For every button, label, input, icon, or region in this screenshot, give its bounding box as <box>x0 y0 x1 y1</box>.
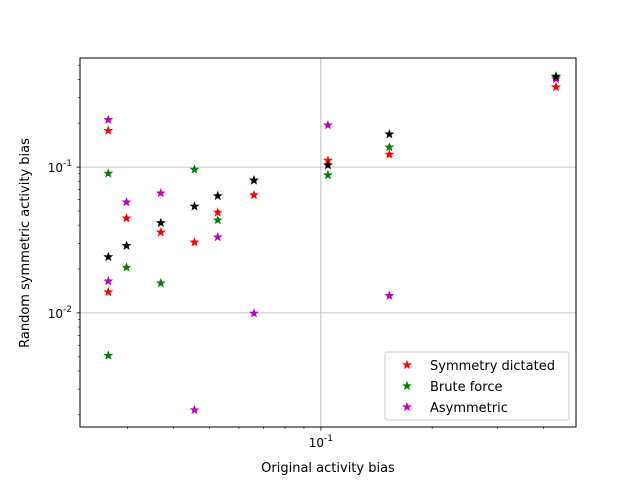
data-point-brute-force <box>103 350 114 360</box>
data-point-symmetry-dictated <box>384 149 395 159</box>
data-point-asymmetric <box>323 119 333 130</box>
data-point-asymmetric <box>384 290 395 300</box>
data-points <box>103 71 561 415</box>
y-tick-label: 10-1 <box>48 159 72 175</box>
data-point-symmetry-dictated <box>189 237 200 247</box>
legend-box <box>384 351 570 421</box>
y-axis-label: Random symmetric activity bias <box>18 138 33 348</box>
data-point-asymmetric <box>121 196 132 207</box>
data-point-series-3 <box>249 175 259 185</box>
data-point-brute-force <box>384 142 395 152</box>
legend-label: Brute force <box>430 380 502 395</box>
data-point-symmetry-dictated <box>103 125 114 135</box>
legend-marker <box>402 380 412 391</box>
data-point-series-3 <box>103 251 114 262</box>
data-point-series-3 <box>384 129 395 139</box>
data-point-asymmetric <box>249 308 259 318</box>
data-point-symmetry-dictated <box>103 286 114 297</box>
legend: Symmetry dictated Brute force Asymmetric <box>384 351 570 421</box>
data-point-brute-force <box>103 168 114 178</box>
axis-ticks: 10-1 10-2 10-1 <box>48 64 544 450</box>
data-point-brute-force <box>189 164 200 174</box>
data-point-asymmetric <box>189 404 200 415</box>
legend-marker <box>402 401 412 412</box>
data-point-asymmetric <box>155 188 166 198</box>
data-point-symmetry-dictated <box>249 189 259 200</box>
data-point-brute-force <box>323 169 333 180</box>
data-point-symmetry-dictated <box>212 207 223 217</box>
data-point-brute-force <box>155 277 166 288</box>
y-tick-label: 10-2 <box>48 305 72 321</box>
data-point-brute-force <box>121 262 132 272</box>
data-point-series-3 <box>121 240 132 250</box>
x-tick-label: 10-1 <box>309 434 333 450</box>
data-point-symmetry-dictated <box>155 227 166 237</box>
data-point-asymmetric <box>103 276 114 286</box>
data-point-series-3 <box>155 217 166 228</box>
data-point-brute-force <box>212 214 223 225</box>
data-point-asymmetric <box>103 114 114 124</box>
legend-label: Symmetry dictated <box>430 359 555 374</box>
legend-label: Asymmetric <box>430 401 508 416</box>
plot-frame <box>79 57 577 428</box>
data-point-series-3 <box>212 190 223 201</box>
data-point-series-3 <box>551 71 561 82</box>
legend-marker <box>402 359 412 370</box>
data-point-series-3 <box>189 201 200 211</box>
data-point-series-3 <box>323 160 333 170</box>
data-point-asymmetric <box>212 231 223 242</box>
data-point-symmetry-dictated <box>121 213 132 223</box>
data-point-symmetry-dictated <box>551 81 561 92</box>
x-axis-label: Original activity bias <box>261 461 395 476</box>
